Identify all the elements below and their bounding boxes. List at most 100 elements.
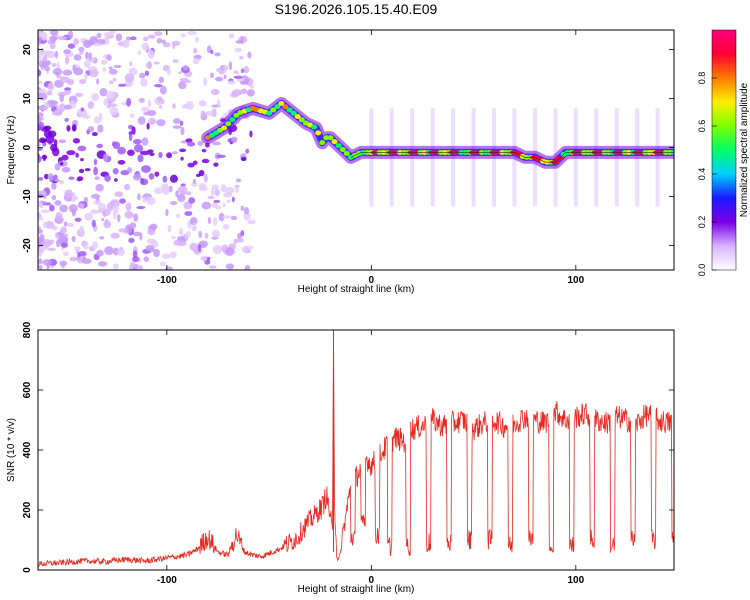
- spectrogram-cell: [212, 245, 223, 254]
- spectrogram-cell: [98, 202, 106, 212]
- spectrogram-cell: [247, 219, 256, 225]
- spectrogram-cell: [178, 71, 182, 75]
- spectrogram-cell: [120, 169, 130, 176]
- spectrogram-cell: [216, 67, 221, 72]
- spectrogram-cell: [81, 258, 92, 264]
- spectrogram-cell: [246, 89, 255, 97]
- spectrogram-cell: [84, 168, 91, 172]
- spectrogram-cell: [132, 138, 142, 145]
- spectrogram-cell: [91, 219, 96, 228]
- colorbar-gradient: [712, 30, 736, 270]
- spectrogram-cell: [69, 256, 77, 262]
- spectrogram-cell: [172, 43, 176, 50]
- spectrogram-cell: [158, 76, 164, 84]
- spectrogram-cell: [124, 73, 135, 83]
- spectrogram-cell: [231, 136, 238, 143]
- spectrogram-cell: [59, 204, 69, 213]
- spectrogram-cell: [128, 132, 133, 142]
- y-tick-label: 0: [22, 567, 33, 573]
- spectrogram-y-ticks: -20 -10 0 10 20: [22, 44, 674, 253]
- spectrogram-ridge-cell: [298, 117, 305, 123]
- spectrogram-cell: [153, 248, 160, 258]
- spectrogram-cell: [200, 255, 208, 262]
- spectrogram-cell: [58, 139, 67, 144]
- spectrogram-cell: [192, 160, 198, 166]
- spectrogram-cell: [125, 202, 132, 211]
- spectrogram-cell: [245, 148, 250, 154]
- spectrogram-cell: [140, 150, 150, 156]
- spectrogram-cell: [233, 75, 243, 79]
- spectrogram-cell: [106, 202, 114, 212]
- spectrogram-cell: [91, 132, 98, 137]
- spectrogram-cell: [159, 105, 163, 109]
- spectrogram-cell: [208, 265, 217, 269]
- spectrogram-cell: [118, 83, 127, 87]
- spectrogram-cell: [67, 43, 76, 49]
- spectrogram-cell: [44, 173, 49, 180]
- colorbar: 0.0 0.2 0.4 0.6 0.8 Normalized spectral ampl…: [697, 29, 750, 276]
- spectrogram-cell: [222, 215, 232, 219]
- spectrogram-cell: [78, 46, 85, 53]
- spectrogram-cell: [133, 231, 142, 237]
- snr-y-ticks: 0 200 400 600 800: [22, 321, 674, 573]
- spectrogram-cell: [47, 247, 56, 252]
- spectrogram-cell: [211, 184, 219, 190]
- spectrogram-cell: [43, 125, 52, 131]
- spectrogram-cell: [179, 148, 187, 153]
- spectrogram-cell: [87, 126, 95, 133]
- spectrogram-cell: [226, 199, 231, 203]
- spectrogram-cell: [73, 54, 82, 61]
- spectrogram-cell: [59, 162, 64, 166]
- spectrogram-cell: [192, 57, 200, 65]
- spectrogram-x-label: Height of straight line (km): [298, 284, 415, 295]
- spectrogram-cell: [109, 106, 119, 116]
- spectrogram-cell: [234, 47, 242, 53]
- spectrogram-cell: [60, 226, 67, 234]
- spectrogram-cell: [198, 101, 207, 107]
- spectrogram-cell: [244, 265, 251, 270]
- spectrogram-cell: [178, 81, 187, 90]
- spectrogram-cell: [38, 112, 44, 118]
- spectrogram-cell: [79, 51, 84, 55]
- spectrogram-cell: [196, 173, 201, 178]
- snr-series-line: [38, 330, 674, 567]
- spectrogram-cell: [154, 171, 160, 177]
- spectrogram-cell: [58, 179, 65, 185]
- spectrogram-cell: [62, 69, 73, 76]
- spectrogram-cell: [49, 43, 56, 50]
- y-tick-label: 200: [22, 501, 33, 518]
- spectrogram-ridge-cell: [331, 139, 338, 145]
- spectrogram-cell: [187, 30, 197, 36]
- spectrogram-cell: [93, 158, 98, 166]
- spectrogram-cell: [228, 33, 235, 39]
- spectrogram-cell: [240, 156, 247, 162]
- spectrogram-cell: [47, 173, 54, 181]
- spectrogram-ridge-cell: [282, 104, 289, 110]
- spectrogram-cell: [223, 64, 228, 74]
- y-tick-label: 0: [22, 144, 33, 150]
- spectrogram-cell: [128, 237, 135, 243]
- spectrogram-cell: [146, 122, 150, 130]
- spectrogram-cell: [91, 93, 100, 102]
- spectrogram-cell: [110, 200, 116, 205]
- spectrogram-cell: [214, 76, 223, 82]
- spectrogram-cell: [71, 236, 76, 243]
- spectrogram-cell: [159, 261, 167, 267]
- spectrogram-ridge-cell: [266, 110, 273, 116]
- y-tick-label: 20: [22, 44, 33, 56]
- spectrogram-cell: [115, 33, 123, 42]
- spectrogram-cell: [112, 204, 119, 214]
- spectrogram-cell: [118, 228, 127, 233]
- spectrogram-cell: [216, 98, 221, 108]
- spectrogram-cell: [176, 213, 180, 219]
- spectrogram-cell: [140, 178, 149, 186]
- spectrogram-cell: [83, 60, 91, 68]
- spectrogram-cell: [249, 130, 253, 138]
- spectrogram-cell: [61, 154, 69, 161]
- spectrogram-cell: [61, 166, 71, 173]
- spectrogram-cell: [93, 200, 102, 205]
- spectrogram-cell: [125, 36, 132, 41]
- spectrogram-cell: [96, 249, 104, 257]
- snr-y-label: SNR (10 * v/v): [6, 418, 17, 482]
- spectrogram-cell: [180, 183, 186, 187]
